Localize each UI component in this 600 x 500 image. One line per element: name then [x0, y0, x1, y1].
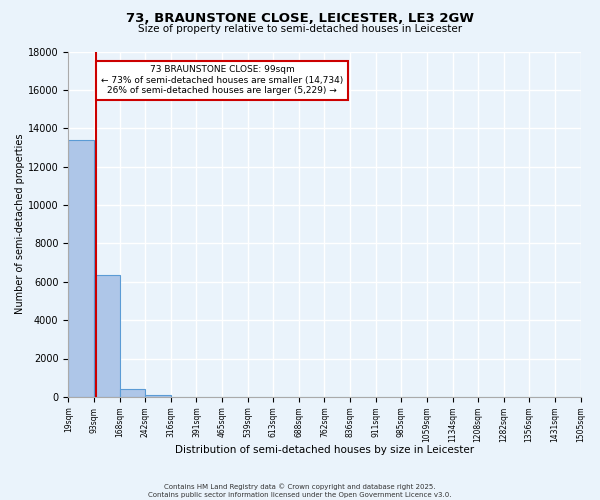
Text: Size of property relative to semi-detached houses in Leicester: Size of property relative to semi-detach…	[138, 24, 462, 34]
Y-axis label: Number of semi-detached properties: Number of semi-detached properties	[15, 134, 25, 314]
Text: Contains HM Land Registry data © Crown copyright and database right 2025.
Contai: Contains HM Land Registry data © Crown c…	[148, 484, 452, 498]
Bar	[145, 395, 170, 397]
Text: 73 BRAUNSTONE CLOSE: 99sqm
← 73% of semi-detached houses are smaller (14,734)
26: 73 BRAUNSTONE CLOSE: 99sqm ← 73% of semi…	[101, 66, 343, 95]
Text: 73, BRAUNSTONE CLOSE, LEICESTER, LE3 2GW: 73, BRAUNSTONE CLOSE, LEICESTER, LE3 2GW	[126, 12, 474, 26]
Bar	[119, 390, 145, 397]
X-axis label: Distribution of semi-detached houses by size in Leicester: Distribution of semi-detached houses by …	[175, 445, 474, 455]
Bar	[94, 275, 119, 397]
Bar	[68, 140, 94, 397]
